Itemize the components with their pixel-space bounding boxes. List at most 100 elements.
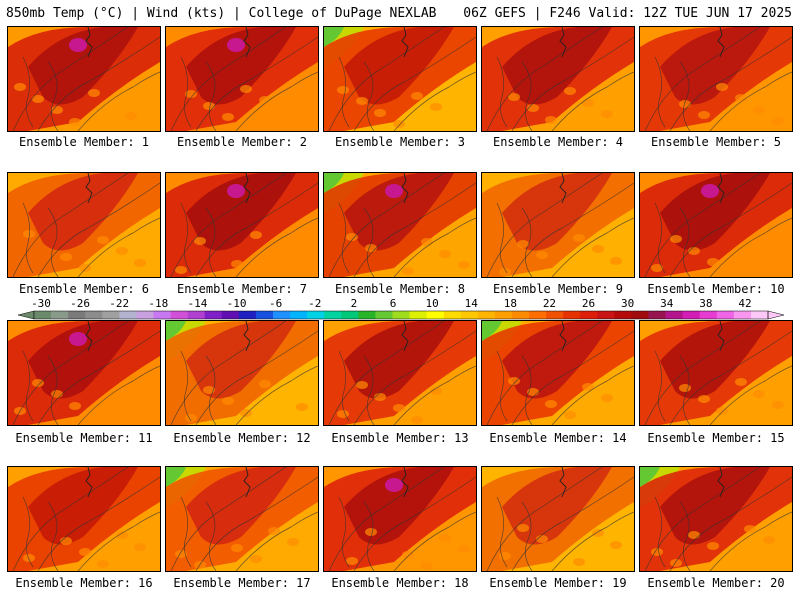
- temperature-map: [8, 321, 160, 425]
- ensemble-panel: [323, 466, 477, 572]
- colorbar-swatch: [119, 311, 137, 319]
- colorbar-swatch: [750, 311, 769, 319]
- colorbar-tick-label: -22: [109, 297, 129, 310]
- colorbar-swatch: [187, 311, 205, 319]
- colorbar-tick-label: 14: [465, 297, 479, 310]
- colorbar-swatch: [443, 311, 462, 319]
- temperature-map: [166, 173, 318, 277]
- ensemble-panel: [7, 466, 161, 572]
- colorbar-swatch: [51, 311, 69, 319]
- ensemble-panel: [639, 26, 793, 132]
- ensemble-panel: [7, 26, 161, 132]
- colorbar-swatch: [375, 311, 393, 319]
- colorbar-swatch: [511, 311, 530, 319]
- colorbar-tick-label: 18: [504, 297, 517, 310]
- temperature-map: [640, 173, 792, 277]
- member-label: Ensemble Member: 18: [331, 576, 469, 590]
- colorbar-swatch: [272, 311, 291, 319]
- member-label: Ensemble Member: 17: [173, 576, 311, 590]
- temperature-map: [640, 27, 792, 131]
- temperature-map: [166, 321, 318, 425]
- colorbar-swatch: [238, 311, 257, 319]
- colorbar-swatch: [648, 311, 666, 319]
- colorbar-tick-label: -2: [308, 297, 321, 310]
- member-label: Ensemble Member: 14: [489, 431, 627, 445]
- colorbar-swatch: [34, 311, 52, 319]
- colorbar-swatch: [221, 311, 240, 319]
- colorbar-swatch: [546, 311, 564, 319]
- colorbar-tick-label: 42: [738, 297, 751, 310]
- ensemble-panel: [323, 320, 477, 426]
- member-label: Ensemble Member: 2: [176, 135, 308, 149]
- member-label: Ensemble Member: 13: [331, 431, 469, 445]
- temperature-map: [324, 27, 476, 131]
- colorbar-tick-label: -14: [188, 297, 208, 310]
- temperature-map: [324, 173, 476, 277]
- colorbar-tick-label: 10: [425, 297, 438, 310]
- colorbar-swatch: [665, 311, 683, 319]
- colorbar-swatch: [597, 311, 615, 319]
- colorbar-swatch: [324, 311, 342, 319]
- ensemble-panel: [165, 466, 319, 572]
- colorbar-tick-label: 22: [543, 297, 556, 310]
- ensemble-panel: [481, 320, 635, 426]
- run-info: 06Z GEFS | F246 Valid: 12Z TUE JUN 17 20…: [463, 6, 792, 21]
- colorbar-swatch: [341, 311, 359, 319]
- ensemble-panel: [165, 172, 319, 278]
- colorbar-swatch: [358, 311, 376, 319]
- colorbar-tick-label: 34: [660, 297, 674, 310]
- colorbar-swatch: [307, 311, 325, 319]
- colorbar-tick-label: -30: [31, 297, 51, 310]
- ensemble-panel: [165, 26, 319, 132]
- ensemble-panel: [639, 466, 793, 572]
- temperature-map: [166, 467, 318, 571]
- member-label: Ensemble Member: 16: [15, 576, 153, 590]
- colorbar-swatch: [102, 311, 120, 319]
- colorbar-tick-label: 2: [351, 297, 358, 310]
- temperature-map: [482, 467, 634, 571]
- temperature-colorbar: -30 -26 -22 -18 -14 -10 -6 -2 2 6 10 14 18 22 26 30 34 38…: [17, 297, 785, 320]
- colorbar-swatch: [204, 311, 223, 319]
- temperature-map: [482, 173, 634, 277]
- member-label: Ensemble Member: 10: [647, 282, 785, 296]
- chart-title: 850mb Temp (°C) | Wind (kts) | College o…: [6, 6, 437, 21]
- temperature-map: [482, 27, 634, 131]
- colorbar-swatch: [290, 311, 308, 319]
- member-label: Ensemble Member: 6: [18, 282, 150, 296]
- colorbar-swatch: [631, 311, 649, 319]
- colorbar-swatch: [682, 311, 701, 319]
- ensemble-panel: [481, 26, 635, 132]
- colorbar-swatch: [733, 311, 752, 319]
- member-label: Ensemble Member: 12: [173, 431, 311, 445]
- colorbar-swatch: [392, 311, 410, 319]
- colorbar-tick-label: -26: [70, 297, 90, 310]
- colorbar-swatch: [170, 311, 188, 319]
- member-label: Ensemble Member: 15: [647, 431, 785, 445]
- colorbar-swatch: [529, 311, 547, 319]
- ensemble-panel: [323, 26, 477, 132]
- colorbar-swatch: [409, 311, 427, 319]
- ensemble-panel: [165, 320, 319, 426]
- colorbar-tick-label: -6: [269, 297, 282, 310]
- temperature-map: [8, 173, 160, 277]
- colorbar-swatch: [614, 311, 632, 319]
- member-label: Ensemble Member: 7: [176, 282, 308, 296]
- member-label: Ensemble Member: 20: [647, 576, 785, 590]
- member-label: Ensemble Member: 3: [334, 135, 466, 149]
- colorbar-tick-label: 6: [390, 297, 397, 310]
- ensemble-panel: [7, 172, 161, 278]
- temperature-map: [324, 467, 476, 571]
- colorbar-swatch: [699, 311, 718, 319]
- colorbar-swatch: [426, 311, 444, 319]
- colorbar-swatch: [477, 311, 496, 319]
- temperature-map: [640, 467, 792, 571]
- colorbar-tick-label: -10: [227, 297, 247, 310]
- temperature-map: [8, 467, 160, 571]
- colorbar-swatch: [716, 311, 735, 319]
- ensemble-panel: [7, 320, 161, 426]
- member-label: Ensemble Member: 8: [334, 282, 466, 296]
- member-label: Ensemble Member: 9: [492, 282, 624, 296]
- colorbar-swatch: [580, 311, 598, 319]
- colorbar-swatch: [136, 311, 154, 319]
- ensemble-panel: [481, 172, 635, 278]
